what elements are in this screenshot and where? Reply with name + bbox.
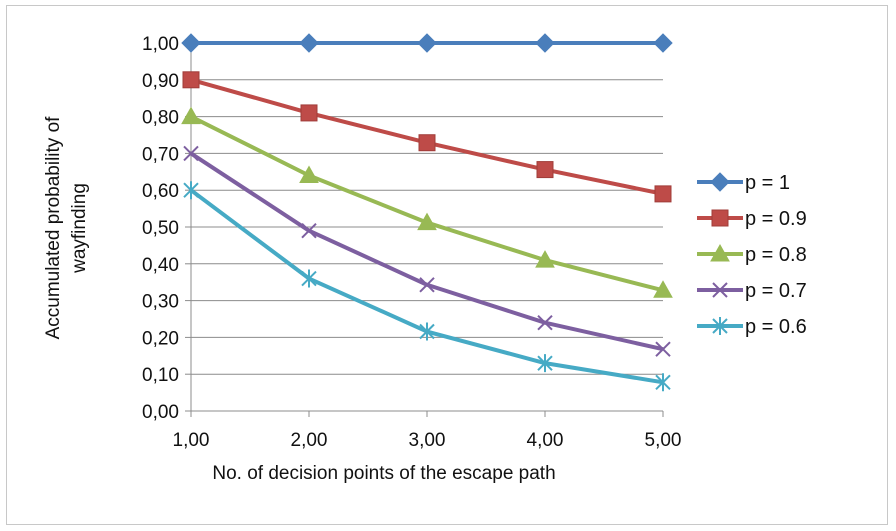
series-2	[182, 71, 672, 203]
data-point	[536, 161, 554, 179]
data-point	[711, 209, 729, 227]
legend-label: p = 0.9	[745, 208, 807, 230]
data-point	[417, 212, 437, 231]
data-point	[181, 33, 201, 53]
y-tick-label: 0,90	[142, 71, 179, 92]
data-point	[419, 322, 435, 341]
legend-label: p = 0.6	[745, 316, 807, 338]
legend-item: p = 0.9	[697, 208, 807, 230]
legend-label: p = 0.8	[745, 244, 807, 266]
data-point	[535, 33, 555, 53]
y-tick-label: 0,10	[142, 365, 179, 386]
data-point	[182, 71, 200, 89]
y-tick-label: 0,70	[142, 144, 179, 165]
data-point	[537, 354, 553, 373]
x-tick-label: 5,00	[645, 430, 682, 451]
data-point	[299, 33, 319, 53]
data-point	[301, 269, 317, 288]
series-5	[183, 181, 671, 392]
data-point	[654, 185, 672, 203]
y-tick-label: 0,50	[142, 218, 179, 239]
data-point	[418, 134, 436, 152]
data-point	[419, 277, 435, 293]
y-tick-labels: 0,00 0,10 0,20 0,30 0,40 0,50 0,60 0,70 0,80 0,90…	[142, 34, 179, 423]
series-1	[181, 33, 673, 53]
data-point	[183, 145, 199, 162]
legend-item: p = 1	[697, 172, 790, 194]
axes	[185, 42, 664, 417]
data-point	[655, 373, 671, 392]
data-point	[299, 165, 319, 183]
legend-item: p = 0.7	[697, 280, 807, 302]
series-line	[189, 151, 664, 352]
y-tick-label: 0,00	[142, 402, 179, 423]
data-point	[710, 172, 730, 192]
y-tick-label: 1,00	[142, 34, 179, 55]
y-axis-title: Accumulated probability of wayfinding	[43, 116, 90, 340]
data-point	[655, 341, 671, 357]
data-point	[417, 33, 437, 53]
x-tick-label: 1,00	[173, 430, 210, 451]
data-point	[301, 222, 317, 239]
data-point	[183, 181, 199, 200]
y-axis-title-line-1: Accumulated probability of	[43, 116, 64, 340]
data-point	[300, 104, 318, 122]
chart-frame: 0,00 0,10 0,20 0,30 0,40 0,50 0,60 0,70 0,80 0,90…	[6, 5, 888, 525]
legend-label: p = 0.7	[745, 280, 807, 302]
legend-label: p = 1	[745, 172, 790, 194]
data-point	[712, 282, 728, 298]
x-tick-label: 3,00	[409, 430, 446, 451]
data-point	[653, 33, 673, 53]
x-tick-labels: 1,00 2,00 3,00 4,00 5,00	[173, 430, 682, 451]
y-axis-title-line-2: wayfinding	[69, 183, 90, 274]
y-tick-label: 0,30	[142, 292, 179, 313]
series-4	[183, 145, 671, 357]
x-tick-label: 2,00	[291, 430, 328, 451]
data-point	[537, 314, 553, 331]
series-3	[181, 106, 673, 298]
data-point	[653, 280, 673, 298]
y-tick-label: 0,80	[142, 108, 179, 129]
legend-item: p = 0.8	[697, 243, 807, 266]
data-point	[181, 106, 201, 125]
y-tick-label: 0,40	[142, 255, 179, 276]
legend-item: p = 0.6	[697, 316, 807, 338]
data-point	[710, 243, 730, 262]
y-tick-label: 0,20	[142, 328, 179, 349]
legend: p = 1 p = 0.9 p = 0.8 p = 0.7 p = 0.6	[697, 172, 807, 338]
series	[181, 33, 673, 392]
data-point	[535, 250, 555, 268]
x-axis-title: No. of decision points of the escape pat…	[212, 463, 555, 484]
x-tick-label: 4,00	[527, 430, 564, 451]
y-tick-label: 0,60	[142, 181, 179, 202]
line-chart: 0,00 0,10 0,20 0,30 0,40 0,50 0,60 0,70 0,80 0,90…	[43, 33, 807, 484]
data-point	[712, 317, 728, 335]
